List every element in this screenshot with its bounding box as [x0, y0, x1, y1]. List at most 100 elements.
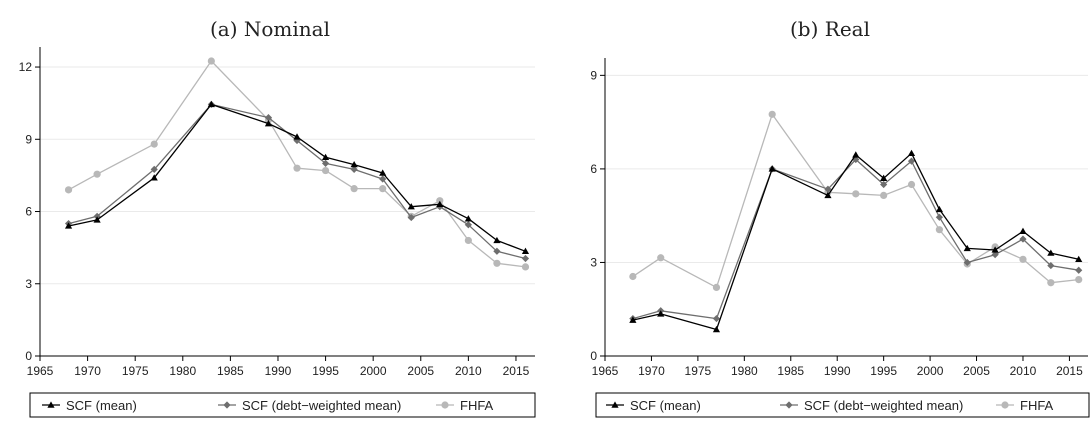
x-tick-label: 2000 [360, 364, 387, 378]
x-tick-label: 1980 [731, 364, 758, 378]
data-point [657, 254, 665, 262]
data-point [907, 180, 916, 189]
y-axis: 0 3 6 9 12 [19, 60, 40, 363]
data-point [657, 310, 665, 317]
x-tick-label: 1995 [312, 364, 339, 378]
data-point [207, 100, 215, 108]
series-diamond [64, 100, 530, 263]
panel-nominal: (a) Nominal 0 3 6 9 12 1965 1970 1975 1980 1985 199… [19, 17, 536, 418]
data-point [1075, 255, 1083, 263]
data-point [321, 166, 330, 175]
data-point [629, 272, 637, 281]
data-point [64, 222, 73, 229]
data-point [407, 203, 415, 210]
y-tick-label: 6 [25, 205, 32, 219]
data-point [150, 165, 158, 173]
data-point [293, 164, 301, 172]
data-point [1019, 255, 1027, 263]
legend: SCF (mean) SCF (debt−weighted mean) FHFA [29, 392, 536, 418]
legend-marker [611, 401, 619, 408]
chart-title: (b) Real [790, 17, 870, 41]
y-tick-label: 9 [590, 68, 597, 82]
data-point [880, 174, 888, 181]
y-tick-label: 9 [25, 132, 32, 146]
data-point [379, 175, 387, 183]
x-tick-label: 1985 [217, 364, 244, 378]
data-point [712, 325, 721, 333]
data-point [1019, 235, 1027, 243]
data-point [768, 110, 776, 118]
legend-box [29, 392, 536, 418]
data-point [436, 200, 444, 207]
x-tick-label: 1995 [870, 364, 897, 378]
data-point [907, 157, 916, 165]
y-tick-label: 0 [590, 349, 597, 363]
x-tick-label: 1990 [265, 364, 292, 378]
legend-marker [1001, 401, 1009, 409]
data-point [935, 213, 943, 221]
data-point [880, 191, 888, 200]
data-point [852, 151, 860, 158]
x-tick-label: 1990 [824, 364, 851, 378]
x-axis: 1965 1970 1975 1980 1985 1990 1995 2000 2005 2010… [27, 355, 535, 378]
data-point [1075, 266, 1083, 274]
x-tick-label: 2010 [1010, 364, 1037, 378]
data-point [880, 180, 888, 189]
x-tick-label: 1970 [638, 364, 665, 378]
data-point [93, 170, 101, 178]
data-point [64, 186, 73, 194]
series-triangle [64, 100, 530, 254]
data-point [264, 114, 273, 122]
data-point [963, 258, 971, 267]
legend: SCF (mean) SCF (debt−weighted mean) FHFA [595, 392, 1090, 418]
data-point [407, 213, 415, 222]
y-axis: 0 3 6 9 [590, 68, 605, 363]
data-point [521, 263, 530, 271]
data-point [712, 314, 721, 323]
data-point [824, 191, 832, 199]
data-point [824, 185, 832, 193]
series-circle [64, 57, 530, 271]
series-line [68, 103, 526, 252]
series-line [68, 103, 526, 260]
data-point [991, 251, 999, 259]
x-tick-label: 1975 [685, 364, 712, 378]
series-diamond [629, 155, 1083, 323]
x-tick-label: 1965 [27, 364, 54, 378]
x-tick-label: 2005 [963, 364, 990, 378]
y-tick-label: 3 [590, 255, 597, 269]
legend-label: SCF (mean) [66, 398, 137, 413]
data-point [93, 216, 101, 223]
legend-marker [223, 401, 231, 409]
data-point [963, 244, 971, 252]
data-point [1075, 276, 1083, 284]
legend-label: SCF (debt−weighted mean) [242, 398, 401, 413]
data-point [150, 174, 158, 181]
gridlines [40, 66, 535, 285]
legend-label: FHFA [1020, 398, 1054, 413]
data-point [321, 153, 330, 161]
legend-label: SCF (mean) [630, 398, 701, 413]
data-point [521, 254, 530, 263]
data-point [852, 190, 860, 198]
series-line [632, 158, 1079, 320]
data-point [350, 185, 358, 193]
data-point [712, 283, 721, 291]
series-line [632, 152, 1079, 331]
data-point [350, 165, 358, 173]
legend-marker [785, 401, 793, 409]
y-tick-label: 3 [25, 277, 32, 291]
data-point [207, 57, 215, 65]
data-point [935, 226, 943, 234]
data-point [321, 159, 330, 167]
data-point [1047, 279, 1055, 287]
data-point [991, 246, 999, 253]
data-point [493, 259, 501, 267]
panel-real: (b) Real 0 3 6 9 1965 1970 1975 1980 1985 1990 1995… [590, 17, 1090, 418]
data-point [464, 236, 472, 245]
x-tick-label: 2010 [455, 364, 482, 378]
x-axis: 1965 1970 1975 1980 1985 1990 1995 2000 2005 2010… [592, 355, 1088, 378]
x-tick-label: 2015 [1056, 364, 1083, 378]
